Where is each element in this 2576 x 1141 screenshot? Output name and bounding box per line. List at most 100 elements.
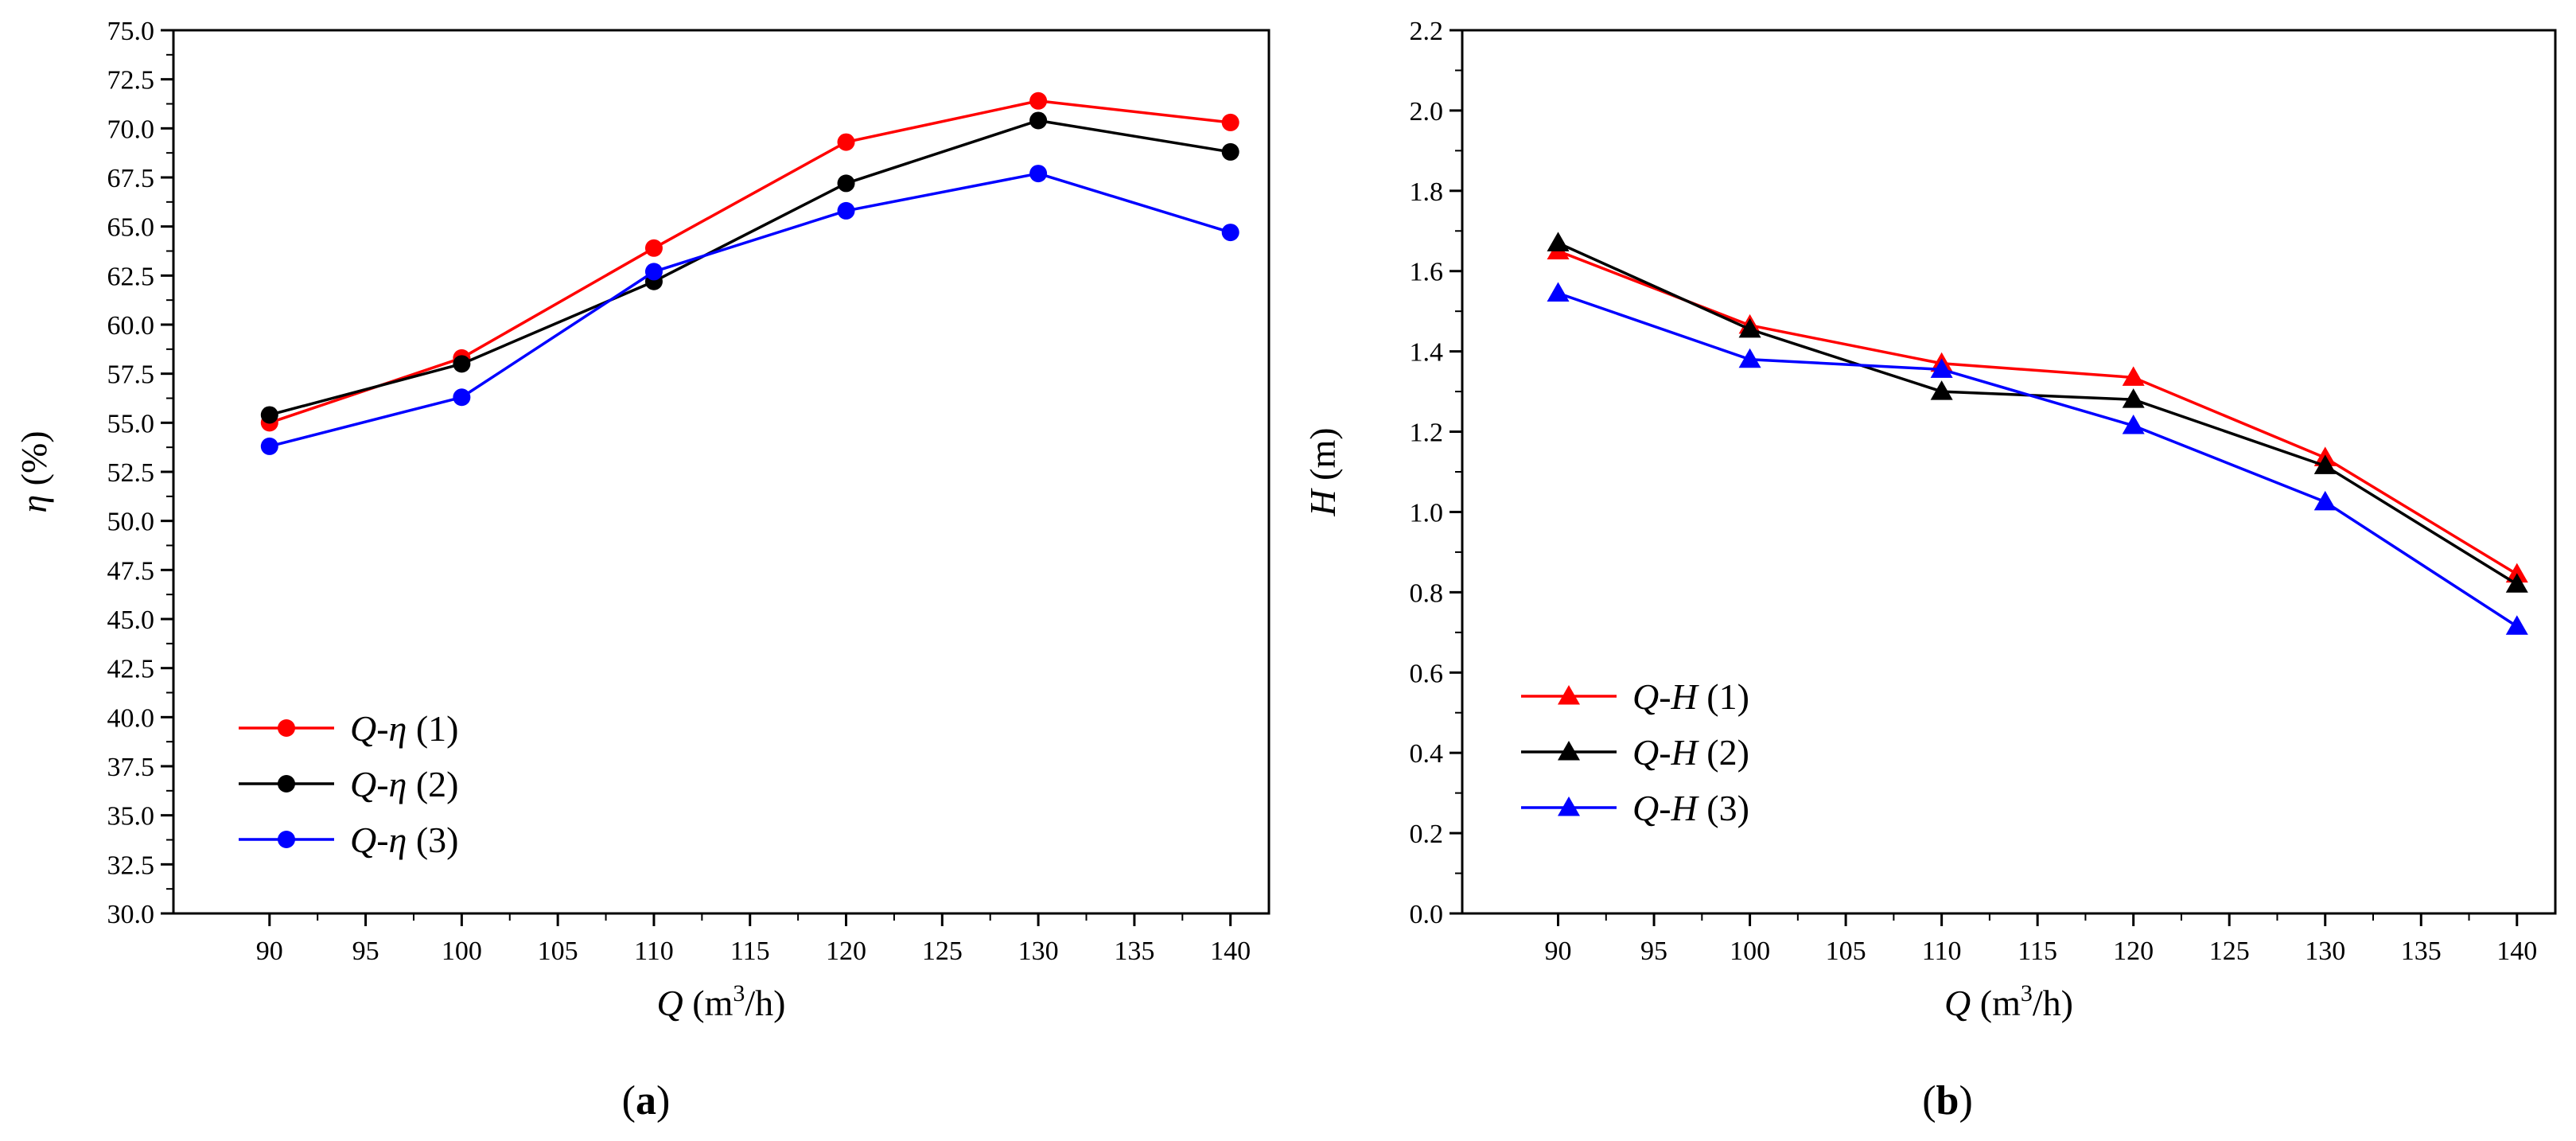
legend-label: Q-H (3) [1632, 788, 1749, 828]
data-point [2505, 573, 2528, 593]
data-point [1221, 113, 1239, 131]
legend-label: Q-η (1) [350, 708, 459, 749]
y-tick-label: 0.8 [1410, 578, 1444, 608]
legend-marker [1558, 741, 1580, 761]
data-point [2505, 563, 2528, 583]
y-tick-label: 60.0 [107, 311, 155, 341]
data-point [2122, 414, 2145, 434]
y-tick-label: 50.0 [107, 508, 155, 537]
x-tick-label: 140 [2496, 937, 2537, 966]
x-tick-label: 105 [1826, 937, 1866, 966]
data-point [1221, 142, 1239, 161]
y-tick-label: 1.8 [1410, 177, 1444, 207]
y-tick-label: 75.0 [107, 17, 155, 46]
data-point [2122, 366, 2145, 386]
data-point [2313, 454, 2337, 474]
x-tick-label: 100 [442, 937, 482, 966]
y-tick-label: 47.5 [107, 556, 155, 586]
y-tick-label: 30.0 [107, 900, 155, 929]
legend-marker [1558, 685, 1580, 705]
y-tick-label: 65.0 [107, 213, 155, 243]
x-tick-label: 125 [922, 937, 963, 966]
legend-label: Q-H (1) [1632, 676, 1749, 717]
series-3 [260, 165, 1239, 455]
series-line [1557, 291, 2518, 628]
x-tick-label: 95 [352, 937, 379, 966]
y-tick-label: 42.5 [107, 655, 155, 684]
x-tick-label: 105 [538, 937, 578, 966]
y-tick-label: 0.2 [1410, 820, 1444, 849]
y-tick-label: 2.2 [1410, 17, 1444, 46]
data-point [644, 263, 663, 281]
y-tick-label: 57.5 [107, 360, 155, 390]
x-axis-label: Q (m3/h) [1944, 980, 2073, 1023]
series-3 [1547, 282, 2528, 635]
x-axis-label: Q (m3/h) [657, 980, 786, 1023]
x-tick-label: 110 [1922, 937, 1962, 966]
series-line [1557, 241, 2518, 586]
data-point [1547, 282, 1570, 302]
y-tick-label: 0.4 [1410, 739, 1444, 769]
x-tick-label: 130 [2305, 937, 2345, 966]
y-tick-label: 37.5 [107, 753, 155, 782]
x-tick-label: 100 [1730, 937, 1770, 966]
x-tick-label: 135 [2401, 937, 2442, 966]
legend-marker [278, 831, 295, 848]
legend-item: Q-H (3) [1521, 788, 1749, 828]
x-tick-label: 130 [1018, 937, 1059, 966]
data-point [837, 201, 855, 220]
data-point [2122, 388, 2145, 408]
panel-label: (b) [1922, 1078, 1973, 1123]
x-tick-label: 90 [256, 937, 283, 966]
data-point [1029, 165, 1048, 183]
legend-marker [278, 775, 295, 792]
y-tick-label: 0.0 [1410, 900, 1444, 929]
legend-item: Q-H (1) [1521, 676, 1749, 717]
legend-marker [278, 719, 295, 737]
y-tick-label: 40.0 [107, 703, 155, 733]
data-point [1029, 92, 1048, 110]
y-tick-label: 1.2 [1410, 419, 1444, 448]
y-axis-label: H (m) [1302, 427, 1343, 516]
data-point [260, 406, 278, 424]
y-tick-label: 70.0 [107, 115, 155, 144]
y-tick-label: 1.0 [1410, 498, 1444, 528]
data-point [2505, 615, 2528, 635]
chart-panel-b: 0.0 0.2 0.4 0.6 0.8 1.0 1.2 1.4 1.6 1.8 2.0 2.2 90 95… [1302, 17, 2557, 1123]
legend: Q-H (1) Q-H (2) Q-H (3) [1521, 676, 1749, 828]
data-point [453, 355, 471, 373]
data-point [644, 239, 663, 257]
x-tick-label: 120 [2113, 937, 2154, 966]
legend-label: Q-η (3) [350, 820, 459, 860]
y-tick-label: 35.0 [107, 802, 155, 831]
legend: Q-η (1) Q-η (2) Q-η (3) [239, 708, 459, 860]
legend-label: Q-η (2) [350, 764, 459, 804]
x-tick-label: 115 [2018, 937, 2057, 966]
x-tick-label: 140 [1210, 937, 1251, 966]
series-line [1557, 249, 2518, 576]
legend-label: Q-H (2) [1632, 732, 1749, 773]
y-tick-label: 62.5 [107, 262, 155, 291]
data-point [1221, 224, 1239, 242]
legend-item: Q-η (1) [239, 708, 459, 749]
legend-marker [1558, 796, 1580, 816]
data-point [1029, 111, 1048, 130]
x-tick-label: 125 [2209, 937, 2250, 966]
y-tick-label: 45.0 [107, 606, 155, 635]
x-tick-label: 115 [730, 937, 770, 966]
x-tick-label: 120 [826, 937, 866, 966]
chart-panel-a: 30.0 32.5 35.0 37.5 40.0 42.5 45.0 47.5 50.0 52.5… [14, 17, 1270, 1123]
series-2 [1547, 232, 2528, 593]
legend-item: Q-H (2) [1521, 732, 1749, 773]
y-tick-label: 0.6 [1410, 659, 1444, 688]
data-point [837, 133, 855, 151]
data-point [2313, 490, 2337, 511]
data-point [1930, 358, 1953, 378]
x-tick-label: 95 [1640, 937, 1667, 966]
legend-item: Q-η (3) [239, 820, 459, 860]
data-point [453, 388, 471, 407]
data-point [1930, 380, 1953, 400]
x-tick-label: 135 [1114, 937, 1154, 966]
